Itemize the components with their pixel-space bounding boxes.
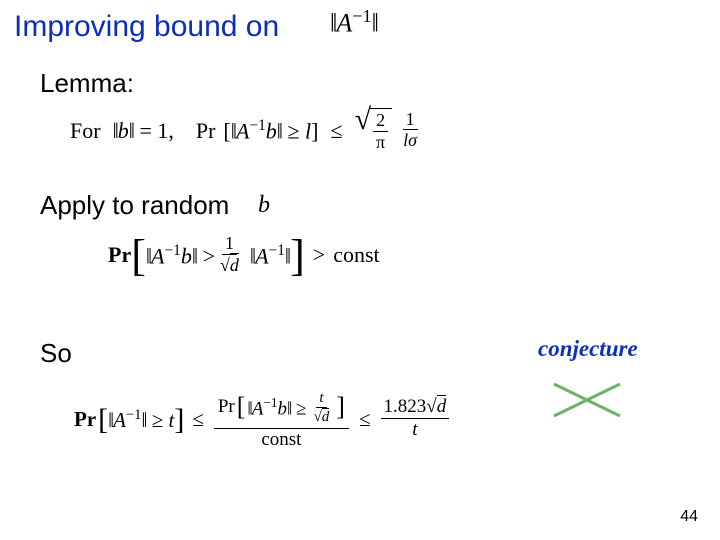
- slide-title: Improving bound on: [14, 10, 279, 44]
- pr1-inner-l: ‖A−1b‖ >: [146, 242, 215, 269]
- lemma-equation: For ‖b‖ = 1, Pr [‖A−1b‖ ≥ l] ≤ √ 2π 1 lσ: [70, 108, 422, 153]
- pr1-frac-num: 1: [222, 234, 237, 255]
- probability-block-1: Pr [ ‖A−1b‖ > 1 √d ‖A−1‖ ] > const: [108, 234, 380, 276]
- pr1-frac: 1 √d: [217, 234, 242, 276]
- lemma-leq: ≤: [331, 118, 343, 144]
- conjecture-label: conjecture: [538, 336, 638, 362]
- crossout-mark: [548, 378, 626, 422]
- pr1-inner-r: ‖A−1‖: [250, 242, 290, 269]
- frac2-num: 1: [403, 110, 418, 131]
- lemma-sqrt: √ 2π: [355, 108, 393, 153]
- pr2-pr2: Pr: [218, 397, 235, 418]
- pr1-frac-den: √d: [217, 255, 242, 277]
- pr1-const: const: [333, 242, 379, 268]
- sqrt-den: π: [373, 132, 388, 154]
- probability-block-2: Pr [ ‖A−1‖ ≥ t ] ≤ Pr [ ‖A−1b‖ ≥ t √d ] …: [74, 388, 451, 451]
- so-label: So: [40, 338, 72, 369]
- pr2-pr: Pr: [74, 407, 96, 432]
- pr2-midfrac-den: const: [258, 429, 304, 452]
- pr2-result-den: t: [409, 419, 420, 442]
- lemma-label: Lemma:: [40, 68, 134, 99]
- pr1-rbracket: ]: [290, 238, 305, 273]
- pr1-gt: >: [313, 242, 325, 268]
- pr2-body1: ‖A−1‖ ≥ t: [108, 407, 174, 433]
- pr1-lbracket: [: [131, 238, 146, 273]
- pr2-leq2: ≤: [359, 407, 371, 432]
- lemma-pr: Pr: [196, 118, 216, 144]
- pr2-l1: [: [98, 408, 108, 432]
- lemma-frac2: 1 lσ: [400, 110, 420, 152]
- pr2-result-num: 1.823√d: [381, 397, 450, 419]
- pr2-midfrac-num: Pr [ ‖A−1b‖ ≥ t √d ]: [214, 388, 349, 429]
- lemma-for: For: [70, 118, 101, 144]
- pr2-leq1: ≤: [192, 407, 204, 432]
- pr2-result: 1.823√d t: [381, 397, 450, 442]
- pr2-r1: ]: [174, 408, 184, 432]
- lemma-bnorm: ‖b‖ = 1,: [113, 118, 174, 144]
- pr2-midfrac: Pr [ ‖A−1b‖ ≥ t √d ] const: [214, 388, 349, 451]
- frac2-den: lσ: [400, 130, 420, 152]
- pr1-pr: Pr: [108, 242, 131, 268]
- page-number: 44: [680, 508, 698, 526]
- apply-variable: b: [258, 192, 270, 219]
- lemma-expr: [‖A−1b‖ ≥ l]: [223, 117, 318, 144]
- title-math-norm: ‖A−1‖: [330, 6, 378, 39]
- apply-label: Apply to random: [40, 190, 229, 221]
- sqrt-num: 2: [373, 111, 388, 132]
